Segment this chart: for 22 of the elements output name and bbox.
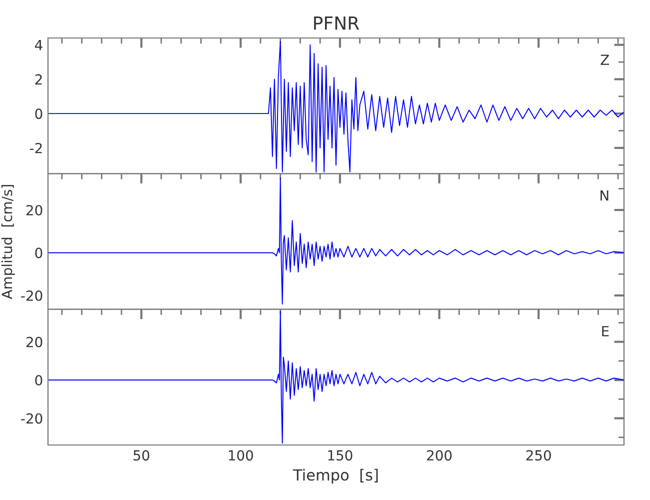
y-tick-label: 20	[26, 336, 42, 348]
y-tick-label: 0	[35, 108, 42, 120]
y-tick-label: 0	[35, 375, 42, 386]
y-axis-title: Amplitud [cm/s]	[1, 185, 15, 300]
x-axis-title: Tiempo [s]	[292, 468, 378, 484]
annotation: E	[602, 326, 609, 336]
x-tick-label: 100	[228, 450, 253, 461]
x-tick-label: 200	[427, 450, 452, 461]
y-tick-label: 20	[26, 204, 42, 216]
x-tick-label: 250	[526, 450, 551, 461]
y-tick-label: -20	[21, 290, 42, 301]
y-tick-label: -20	[21, 413, 42, 424]
y-tick-label: 2	[35, 74, 42, 84]
x-tick-label: 150	[328, 450, 352, 461]
y-tick-label: 0	[35, 248, 42, 258]
y-tick-label: -2	[30, 142, 42, 154]
y-tick-label: 4	[34, 40, 42, 50]
line-series	[48, 177, 624, 304]
x-tick-label: 50	[134, 450, 150, 461]
chart-title: PFNR	[314, 16, 360, 30]
annotation: N	[600, 190, 608, 201]
annotation: Z	[600, 54, 609, 65]
